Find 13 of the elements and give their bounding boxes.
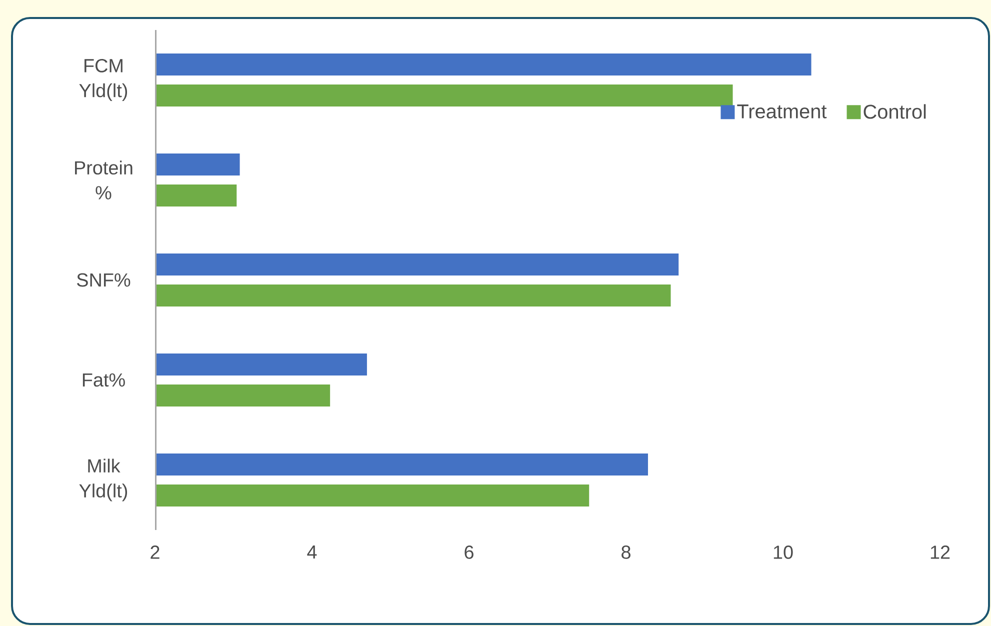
x-tick-label: 4 [307, 546, 317, 559]
y-tick-label: Protein % [75, 160, 132, 200]
y-tick-label: FCM Yld(lt) [79, 58, 128, 102]
legend-label: Control [864, 104, 926, 119]
x-tick-label: 10 [774, 546, 793, 559]
x-tick-label: 12 [930, 546, 950, 559]
y-tick-label: Fat% [82, 373, 125, 387]
y-tick-label: Milk Yld(lt) [79, 458, 128, 502]
x-tick-label: 6 [464, 546, 474, 559]
legend-label: Treatment [737, 104, 827, 118]
x-tick-label: 2 [150, 546, 160, 559]
y-tick-label: SNF% [77, 273, 130, 287]
x-tick-label: 8 [622, 546, 630, 559]
